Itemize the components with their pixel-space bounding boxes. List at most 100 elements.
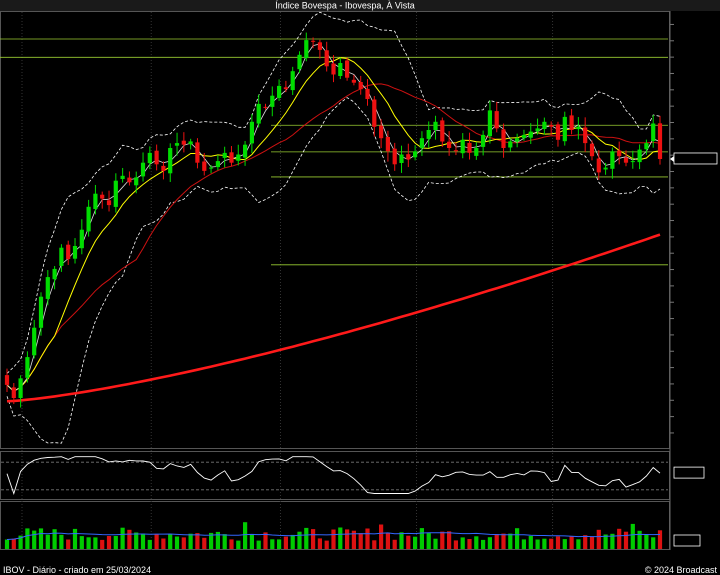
volume-bar	[168, 534, 173, 549]
candle-body	[385, 137, 390, 152]
candle-body	[229, 152, 234, 163]
volume-bar	[392, 539, 397, 549]
candle-body	[147, 152, 152, 164]
candle-body	[345, 60, 350, 78]
candle	[345, 57, 350, 81]
volume-bar	[277, 539, 282, 549]
candle-body	[617, 150, 622, 157]
candle-body	[317, 42, 322, 50]
candle-body	[406, 154, 411, 160]
volume-bar	[256, 540, 261, 549]
volume-bar	[324, 540, 329, 549]
volume-bar	[603, 534, 608, 549]
volume-bar	[86, 537, 91, 549]
candle-body	[399, 154, 404, 163]
candle-body	[283, 87, 288, 90]
candle	[79, 219, 84, 255]
candle	[651, 114, 656, 148]
volume-bar	[297, 531, 302, 549]
candle-body	[657, 123, 663, 159]
volume-bar	[338, 527, 343, 549]
volume-bar	[317, 538, 322, 549]
candle-body	[18, 378, 23, 398]
candle-body	[331, 63, 336, 75]
volume-bar	[372, 540, 377, 549]
candle-body	[562, 116, 567, 142]
candle	[86, 199, 91, 237]
candle-body	[134, 177, 139, 186]
candle	[222, 146, 227, 168]
volume-bar	[542, 538, 547, 549]
volume-bar	[72, 528, 78, 549]
volume-bar	[127, 529, 132, 549]
candle	[596, 150, 601, 180]
candle-body	[277, 85, 282, 98]
candle	[481, 130, 486, 156]
volume-bar	[447, 531, 452, 549]
candle	[209, 165, 214, 174]
candle	[127, 171, 132, 186]
volume-bar	[351, 530, 356, 549]
candle	[311, 37, 316, 49]
volume-bar	[290, 534, 295, 549]
candle	[161, 161, 166, 180]
volume-bar	[161, 538, 166, 549]
candle-body	[25, 357, 30, 378]
candle-body	[623, 157, 629, 163]
candle	[11, 382, 16, 405]
candle-body	[243, 144, 248, 158]
candle	[59, 244, 64, 272]
candle	[195, 138, 200, 169]
candle-body	[535, 128, 540, 132]
volume-bar	[113, 536, 118, 549]
candle	[52, 266, 57, 290]
volume-bar	[562, 539, 567, 549]
ifr-last-box	[673, 466, 705, 479]
candle	[100, 191, 105, 209]
candle-body	[413, 151, 418, 158]
candle-body	[188, 141, 193, 145]
candle	[283, 80, 288, 93]
candle-body	[256, 103, 261, 124]
candle	[365, 79, 370, 106]
volume-bar	[174, 536, 180, 549]
volume-bar	[515, 528, 520, 549]
candle-body	[236, 154, 241, 161]
volume-bar	[147, 539, 152, 549]
volume-bar	[134, 532, 139, 549]
volume-bar	[589, 536, 595, 549]
candle-body	[637, 149, 642, 163]
candle	[392, 142, 397, 171]
volume-bar	[549, 538, 554, 549]
candle-body	[549, 124, 554, 127]
volume-bar	[385, 532, 390, 549]
volume-last-box	[673, 534, 701, 547]
mms200-line	[6, 233, 661, 403]
candle	[324, 41, 329, 72]
candle	[351, 74, 356, 86]
candle-body	[263, 106, 268, 108]
candle	[549, 121, 554, 136]
candle-body	[392, 148, 397, 165]
candle-body	[168, 148, 173, 174]
candle	[256, 94, 261, 128]
candle-body	[215, 161, 220, 168]
candle-body	[79, 229, 84, 249]
candle-body	[494, 111, 499, 129]
candle-body	[38, 296, 44, 328]
candle	[535, 118, 540, 135]
candle-body	[338, 63, 343, 76]
candle	[399, 145, 404, 173]
volume-bar	[249, 534, 254, 549]
candle-body	[66, 244, 71, 260]
candle-body	[576, 126, 581, 130]
volume-bar	[651, 537, 656, 549]
candle-body	[481, 134, 486, 147]
candle-body	[72, 246, 78, 259]
volume-bar	[583, 535, 588, 549]
candle-body	[93, 193, 98, 209]
volume-bar	[32, 530, 37, 549]
candle-body	[202, 161, 207, 171]
candle-body	[453, 150, 458, 152]
candle-body	[379, 125, 384, 139]
